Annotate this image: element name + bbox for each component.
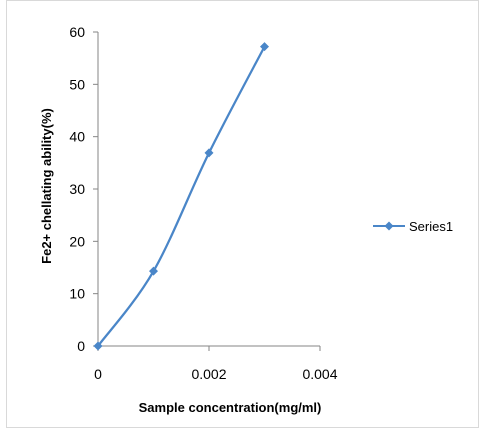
legend-series1-label: Series1 — [409, 219, 453, 234]
chart-frame — [6, 0, 479, 428]
x-tick-label: 0.002 — [191, 366, 226, 382]
y-tick-label: 20 — [69, 233, 85, 249]
legend-series1-marker — [384, 221, 394, 231]
legend: Series1 — [373, 219, 453, 234]
x-tick-label: 0 — [94, 366, 102, 382]
y-axis-ticks: 0 10 20 30 40 50 60 — [69, 24, 98, 354]
x-tick-label: 0.004 — [302, 366, 337, 382]
x-axis-title: Sample concentration(mg/ml) — [139, 400, 322, 415]
y-tick-label: 0 — [77, 338, 85, 354]
series-layer — [93, 42, 269, 351]
y-tick-label: 60 — [69, 24, 85, 40]
data-point-marker — [149, 266, 158, 276]
data-point-marker — [260, 42, 269, 52]
y-tick-label: 50 — [69, 76, 85, 92]
y-tick-label: 40 — [69, 129, 85, 145]
y-tick-label: 30 — [69, 181, 85, 197]
y-axis-title: Fe2+ chellating ability(%) — [39, 108, 54, 264]
data-point-marker — [93, 341, 103, 351]
y-tick-label: 10 — [69, 286, 85, 302]
data-point-marker — [204, 148, 214, 158]
series-line-series1 — [97, 46, 266, 347]
x-axis-ticks: 0 0.002 0.004 — [94, 346, 338, 382]
